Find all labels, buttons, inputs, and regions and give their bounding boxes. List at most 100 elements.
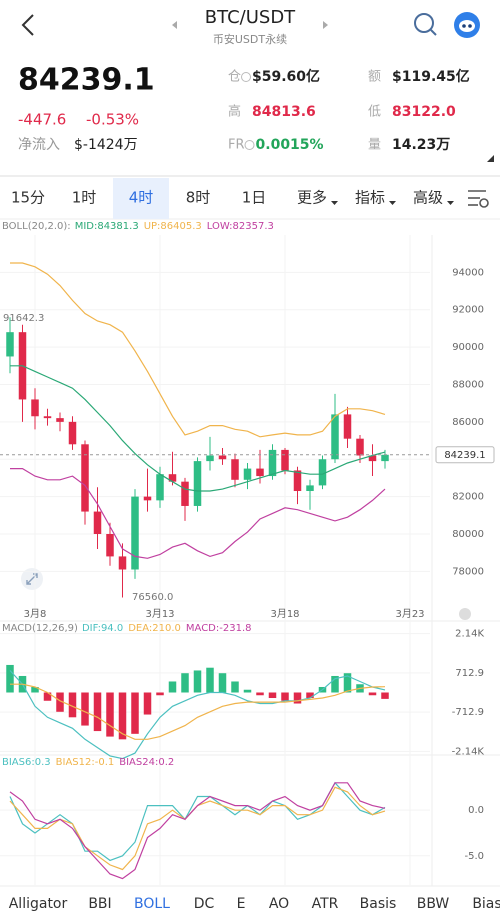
tab-selected-bg [113,178,169,219]
timeframe-tab[interactable]: 15分 [11,189,45,207]
stat-value: $119.45亿 [392,68,470,85]
settings-icon[interactable] [468,190,489,208]
indicator-tab[interactable]: Bias [472,896,500,912]
macd-bar [193,670,202,693]
candle-body [193,461,202,506]
low-annotation: 76560.0 [132,592,173,603]
back-button[interactable] [21,14,34,36]
macd-bar [368,692,377,696]
candle-body [81,444,89,512]
candle-body [93,511,102,534]
last-price-label: 84239.1 [444,450,485,461]
help-icon[interactable] [244,140,255,150]
fullscreen-button[interactable] [21,568,43,590]
y-tick-label: 82000 [452,492,484,503]
indicator-tab[interactable]: BBI [88,896,111,912]
y-tick-label: 90000 [452,342,484,353]
candle-body [293,470,302,492]
search-button[interactable] [414,13,437,36]
search-icon [414,13,434,33]
y-tick-label: -5.0 [464,851,484,862]
y-tick-label: 86000 [452,417,484,428]
indicator-line [10,365,386,492]
macd-bar [131,692,139,734]
icon-gear [479,198,489,208]
indicator-tab[interactable]: ATR [312,896,339,912]
legend-item: MACD:-231.8 [186,623,252,634]
avatar-face [459,20,475,32]
macd-bar [81,692,89,726]
indicator-line [10,468,386,559]
scale-button[interactable] [459,608,471,620]
stat-value: 83122.0 [392,104,456,120]
timeframe-tab[interactable]: 1日 [242,189,267,207]
macd-bar [181,673,189,693]
candle-body [381,454,389,462]
indicator-tab[interactable]: E [237,896,246,912]
stat-label: 额 [368,70,381,85]
help-icon[interactable] [241,72,252,82]
price-change: -447.6 [18,111,66,129]
legend-item: BIAS24:0.2 [119,757,174,768]
y-tick-label: 92000 [452,305,484,316]
prev-symbol[interactable] [172,21,177,29]
candle-body [168,474,177,482]
stat-label: FR [228,138,245,153]
candle-body [206,455,214,462]
macd-bar [293,692,302,704]
timeframe-tab[interactable]: 1时 [72,189,97,207]
macd-bar [68,692,77,718]
indicator-line [10,683,386,740]
indicator-tab[interactable]: BOLL [134,896,170,912]
macd-bar [156,692,164,696]
y-tick-label: -712.9 [452,707,484,718]
indicator-tab[interactable]: BBW [417,896,450,912]
y-tick-label: 0.0 [468,805,484,816]
macd-bar [281,692,289,701]
legend-item: UP:86405.3 [144,221,202,232]
expand-corner[interactable] [487,155,494,162]
legend-item: LOW:82357.3 [207,221,274,232]
indicator-tab[interactable]: DC [194,896,215,912]
dropdown-caret [389,201,397,205]
y-tick-label: 712.9 [455,668,484,679]
candle-body [231,459,239,480]
inflow-value: $-1424万 [74,137,138,153]
stat-value: 84813.6 [252,104,316,120]
candle-body [106,533,114,557]
macd-bar [56,692,64,712]
macd-bar [143,692,152,715]
macd-bar [268,692,277,699]
candle-body [68,421,77,445]
indicator-tab[interactable]: AO [269,896,289,912]
timeframe-tab[interactable]: 8时 [186,189,211,207]
legend-item: BIAS12:-0.1 [56,757,115,768]
stat-label: 仓 [228,70,241,85]
legend-item: BIAS6:0.3 [2,757,51,768]
stat-value: 0.0015% [256,137,324,153]
candle-body [6,332,14,357]
x-tick-label: 3月8 [24,608,47,620]
candle-body [368,455,377,462]
macd-bar [31,686,39,693]
candle-body [156,474,164,501]
legend-item: MID:84381.3 [75,221,139,232]
timeframe-tab[interactable]: 指标 [355,189,385,207]
timeframe-tab[interactable]: 高级 [413,189,443,207]
legend-item: DIF:94.0 [82,623,123,634]
macd-bar [43,692,52,701]
macd-bar [206,667,214,693]
x-tick-label: 3月23 [395,608,424,620]
high-annotation: 91642.3 [3,313,44,324]
macd-bar [168,681,177,693]
dropdown-caret [331,201,339,205]
indicator-tab[interactable]: Alligator [9,896,68,912]
timeframe-tab[interactable]: 4时 [129,189,154,207]
indicator-tab[interactable]: Basis [360,896,397,912]
x-tick-label: 3月13 [145,608,174,620]
next-symbol[interactable] [323,21,328,29]
timeframe-tab[interactable]: 更多 [297,189,327,207]
macd-bar [106,692,114,737]
avatar[interactable] [454,12,480,38]
